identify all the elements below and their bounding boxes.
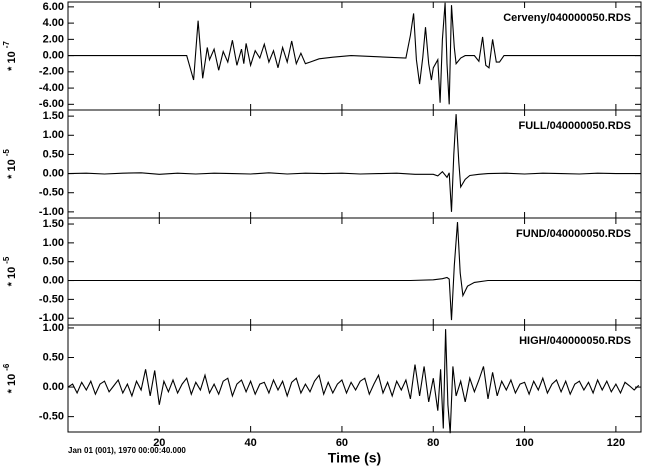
y-tick-label: 2.00	[43, 33, 64, 45]
y-axis-label: * 10 -6	[2, 363, 18, 393]
y-tick-label: 0.00	[43, 50, 64, 62]
y-tick-label: 1.00	[43, 129, 64, 141]
y-tick-label: 0.50	[43, 148, 64, 160]
trace	[67, 114, 641, 212]
y-tick-label: 1.00	[43, 322, 64, 334]
y-tick-label: 0.00	[43, 167, 64, 179]
x-tick-label: 20	[153, 437, 165, 449]
panel-title: FULL/040000050.RDS	[519, 120, 632, 132]
x-tick-label: 100	[515, 437, 533, 449]
trace	[68, 2, 641, 105]
trace	[67, 329, 640, 434]
y-tick-label: 0.00	[43, 274, 64, 286]
y-axis-label-base: * 10	[6, 374, 18, 394]
y-axis-label-exponent: -5	[2, 149, 11, 157]
y-tick-label: -4.00	[39, 82, 64, 94]
y-tick-label: -2.00	[39, 66, 64, 78]
y-axis-label-exponent: -6	[2, 363, 11, 371]
y-tick-label: -1.00	[39, 312, 64, 324]
x-tick-label: 60	[336, 437, 348, 449]
y-tick-label: -1.00	[39, 206, 64, 218]
trace	[68, 222, 641, 321]
x-axis-label: Time (s)	[328, 450, 381, 466]
panel-title: FUND/040000050.RDS	[516, 228, 631, 240]
x-tick-label: 80	[427, 437, 439, 449]
date-annotation: Jan 01 (001), 1970 00:00:40.000	[68, 446, 186, 455]
y-axis-label-exponent: -7	[2, 41, 11, 49]
panel-title: HIGH/040000050.RDS	[519, 335, 631, 347]
y-tick-label: -0.50	[39, 411, 64, 423]
y-tick-label: 0.50	[43, 351, 64, 363]
x-tick-label: 40	[245, 437, 257, 449]
y-tick-label: -0.50	[39, 293, 64, 305]
y-axis-label-exponent: -5	[2, 256, 11, 264]
y-tick-label: 4.00	[43, 17, 64, 29]
y-axis-label-base: * 10	[6, 267, 18, 287]
y-axis-label: * 10 -7	[2, 41, 18, 71]
y-tick-label: 1.00	[43, 237, 64, 249]
y-tick-label: 0.00	[43, 381, 64, 393]
y-tick-label: 1.50	[43, 110, 64, 122]
y-axis-label: * 10 -5	[2, 149, 18, 179]
y-axis-label-base: * 10	[6, 51, 18, 71]
y-axis-label: * 10 -5	[2, 256, 18, 286]
y-axis-label-base: * 10	[6, 159, 18, 179]
y-tick-label: 1.50	[43, 218, 64, 230]
y-tick-label: -0.50	[39, 187, 64, 199]
panel-title: Cerveny/040000050.RDS	[503, 12, 631, 24]
x-tick-label: 120	[607, 437, 625, 449]
y-tick-label: 0.50	[43, 256, 64, 268]
y-tick-label: 6.00	[43, 1, 64, 13]
plot-frame	[67, 324, 642, 433]
y-tick-label: -6.00	[39, 98, 64, 110]
